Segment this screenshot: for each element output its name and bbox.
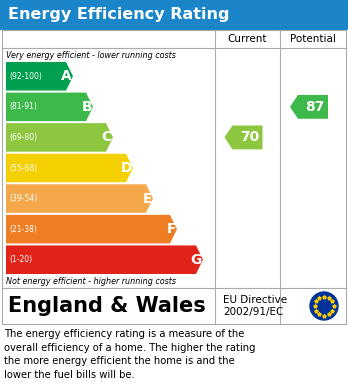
Polygon shape — [6, 184, 153, 213]
Bar — [2, 30, 346, 324]
Polygon shape — [6, 215, 177, 244]
Text: (55-68): (55-68) — [9, 163, 37, 172]
Polygon shape — [6, 246, 203, 274]
Text: (69-80): (69-80) — [9, 133, 37, 142]
Text: B: B — [81, 100, 92, 114]
Polygon shape — [6, 123, 113, 152]
Text: A: A — [61, 69, 72, 83]
Text: G: G — [191, 253, 202, 267]
Text: Potential: Potential — [290, 34, 336, 44]
Text: (21-38): (21-38) — [9, 225, 37, 234]
Text: 87: 87 — [306, 100, 325, 114]
Polygon shape — [6, 154, 133, 182]
Text: (1-20): (1-20) — [9, 255, 32, 264]
Text: (92-100): (92-100) — [9, 72, 42, 81]
Text: E: E — [142, 192, 152, 206]
Circle shape — [310, 292, 338, 320]
Polygon shape — [6, 93, 93, 121]
Text: (81-91): (81-91) — [9, 102, 37, 111]
Text: C: C — [102, 131, 112, 144]
Text: (39-54): (39-54) — [9, 194, 37, 203]
Text: Current: Current — [228, 34, 267, 44]
Polygon shape — [224, 126, 262, 149]
Text: The energy efficiency rating is a measure of the
overall efficiency of a home. T: The energy efficiency rating is a measur… — [4, 329, 255, 380]
Polygon shape — [290, 95, 328, 119]
Text: F: F — [166, 222, 176, 236]
Text: 70: 70 — [240, 131, 260, 144]
Polygon shape — [6, 62, 73, 91]
Bar — [0, 0, 348, 30]
Text: Very energy efficient - lower running costs: Very energy efficient - lower running co… — [6, 51, 176, 60]
Text: England & Wales: England & Wales — [8, 296, 206, 316]
Text: Not energy efficient - higher running costs: Not energy efficient - higher running co… — [6, 277, 176, 286]
Text: EU Directive
2002/91/EC: EU Directive 2002/91/EC — [223, 295, 287, 317]
Text: Energy Efficiency Rating: Energy Efficiency Rating — [8, 7, 229, 23]
Text: D: D — [120, 161, 132, 175]
